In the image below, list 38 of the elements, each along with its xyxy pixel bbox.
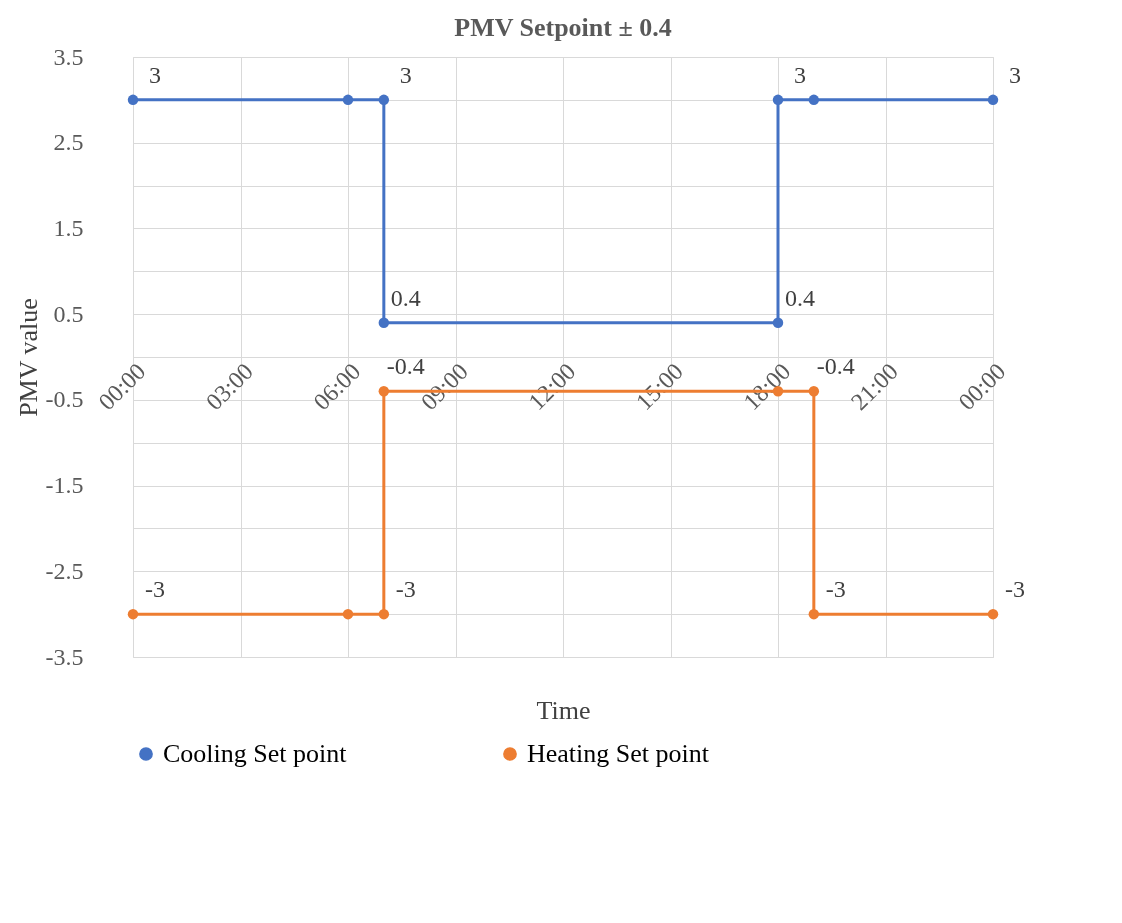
point	[378, 386, 390, 397]
data-label: 3	[399, 61, 412, 88]
data-label: 3	[1009, 61, 1021, 88]
y-tick-label: 1.5	[53, 214, 84, 241]
data-label: -3	[1005, 576, 1025, 603]
y-tick-label: -0.5	[45, 386, 84, 413]
point	[987, 94, 999, 106]
data-label: -3	[145, 576, 165, 603]
y-tick-label: 2.5	[53, 129, 84, 156]
data-label: 0.4	[390, 284, 421, 311]
point	[808, 386, 820, 397]
point	[342, 608, 354, 620]
y-axis-title: PMV value	[13, 298, 43, 417]
point	[127, 94, 139, 106]
data-label: -3	[825, 576, 846, 603]
legend-label: Heating Set point	[527, 739, 710, 768]
point	[808, 94, 820, 106]
point	[772, 94, 784, 106]
y-tick-label: -1.5	[45, 472, 84, 499]
x-axis-title: Time	[536, 695, 591, 725]
data-label: 0.4	[785, 284, 815, 311]
point	[987, 608, 999, 620]
y-tick-label: 3.5	[53, 43, 84, 70]
y-tick-label: -2.5	[45, 557, 84, 584]
point	[127, 608, 139, 620]
point	[378, 94, 390, 106]
point	[772, 317, 784, 328]
data-label: -3	[395, 576, 416, 603]
y-tick-label: -3.5	[45, 643, 84, 670]
point	[342, 94, 354, 106]
point	[378, 317, 390, 328]
point	[378, 608, 390, 620]
y-tick-label: 0.5	[53, 300, 84, 327]
data-label: 3	[794, 61, 806, 88]
data-label: 3	[149, 61, 161, 88]
chart-title: PMV Setpoint ± 0.4	[454, 13, 672, 42]
legend-label: Cooling Set point	[163, 739, 348, 768]
point	[808, 608, 820, 620]
